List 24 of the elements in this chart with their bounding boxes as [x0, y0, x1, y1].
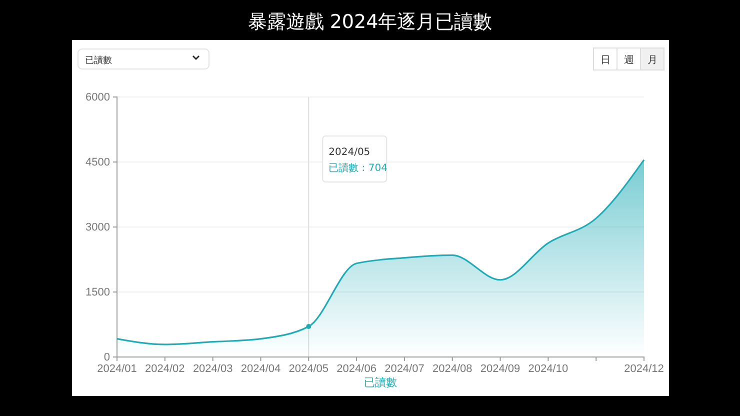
text: 月: [647, 55, 658, 66]
x-tick-label: 2024/02: [145, 362, 185, 375]
x-tick-label: 2024/01: [97, 362, 137, 375]
chart-title: 暴露遊戲 2024年逐月已讀數: [248, 11, 492, 33]
x-tick-label: 2024/06: [336, 362, 376, 375]
text: 週: [624, 55, 634, 66]
y-tick-label: 1500: [86, 286, 110, 299]
x-tick-label: 2024/09: [480, 362, 520, 375]
x-tick-label: 2024/12: [624, 362, 664, 375]
text: 已讀數: [85, 55, 112, 66]
x-tick-label: 2024/07: [384, 362, 424, 375]
y-tick-label: 3000: [86, 222, 110, 234]
annotation: 已讀數 : 704: [328, 162, 388, 174]
x-tick-label: 2024/10: [528, 362, 568, 375]
x-tick-label: 2024/04: [240, 362, 281, 375]
x-tick-label: 2024/08: [432, 362, 472, 375]
text: 日: [600, 55, 610, 66]
x-tick-label: 2024/03: [192, 362, 233, 375]
series-label: 已讀數: [364, 376, 397, 389]
x-tick-label: 2024/05: [288, 362, 329, 375]
y-tick-label: 0: [104, 352, 110, 364]
y-tick-label: 6000: [86, 92, 110, 104]
y-tick-label: 4500: [86, 156, 110, 169]
text: 2024/05: [328, 147, 370, 158]
